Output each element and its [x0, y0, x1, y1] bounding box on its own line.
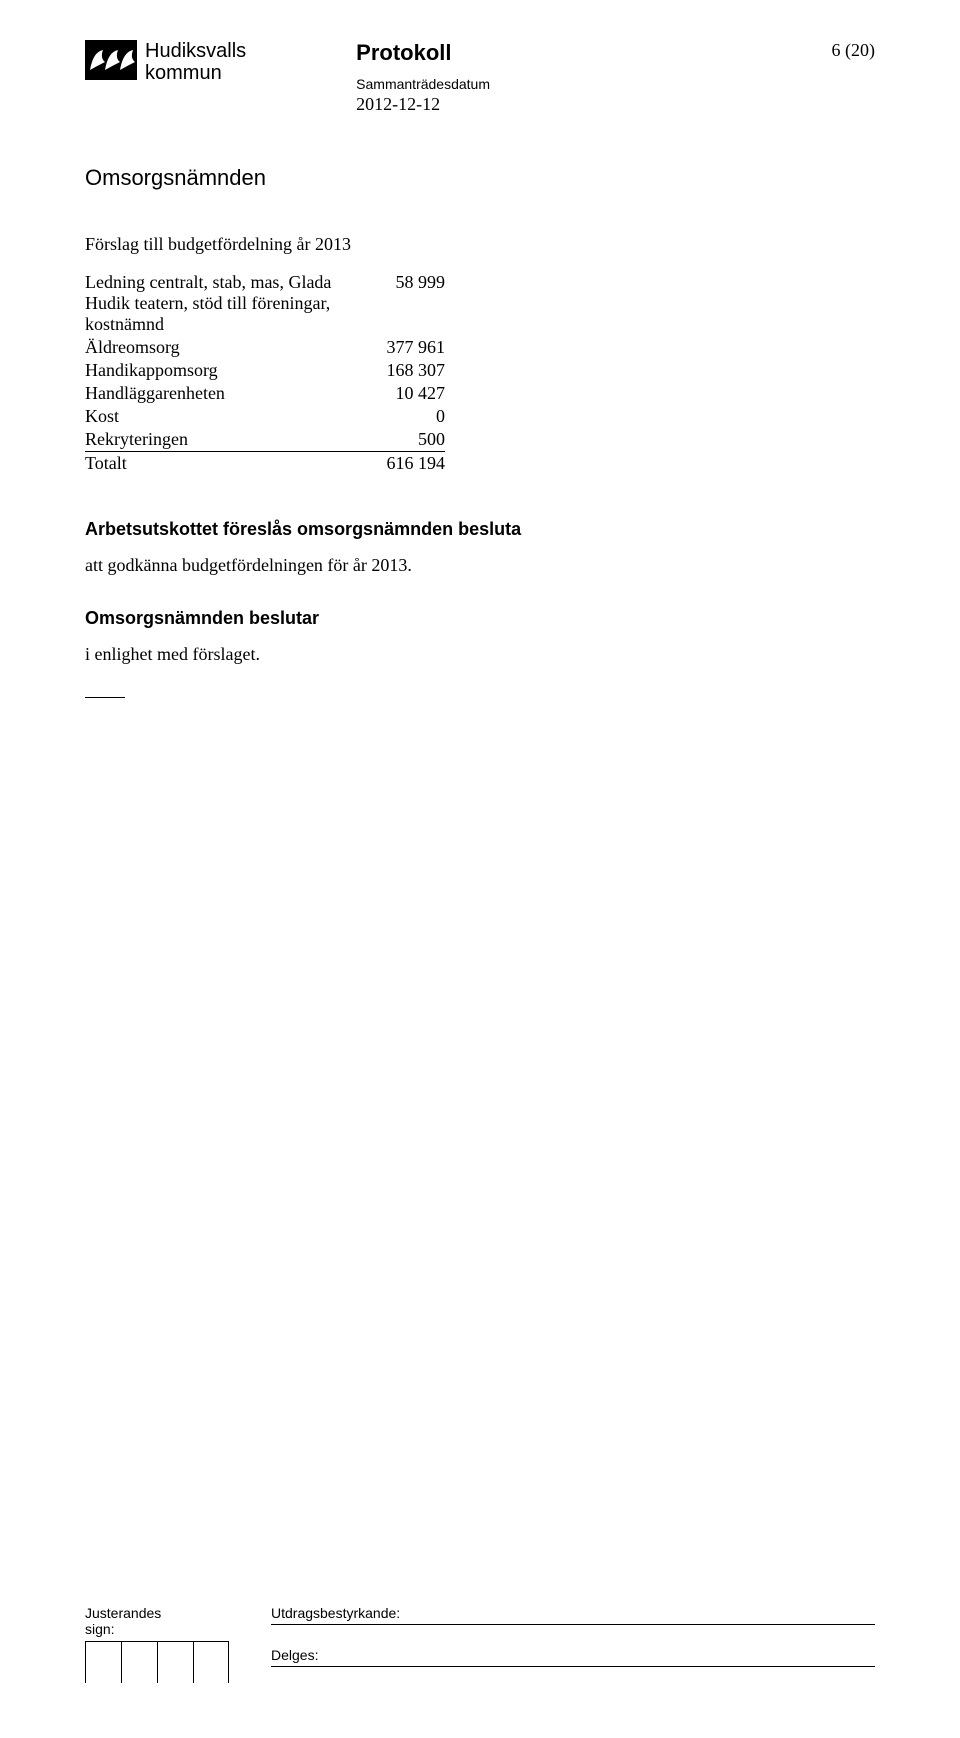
- signature-box: [193, 1641, 229, 1683]
- doc-type: Protokoll: [356, 40, 811, 66]
- org-logo-block: Hudiksvalls kommun: [85, 40, 246, 84]
- budget-row-value: 168 307: [355, 359, 445, 382]
- budget-row-label: Kost: [85, 405, 355, 428]
- budget-row-label: Ledning centralt, stab, mas, Glada Hudik…: [85, 271, 355, 336]
- decision-text: i enlighet med förslaget.: [85, 641, 875, 667]
- page: Hudiksvalls kommun Protokoll Sammanträde…: [0, 0, 960, 1738]
- page-number: 6 (20): [812, 40, 876, 61]
- signature-box: [157, 1641, 193, 1683]
- attestation-line: [271, 1624, 875, 1625]
- table-row: Handikappomsorg168 307: [85, 359, 445, 382]
- committee-title: Omsorgsnämnden: [85, 165, 875, 191]
- proposal-heading: Arbetsutskottet föreslås omsorgsnämnden …: [85, 519, 875, 540]
- proposal-block: Arbetsutskottet föreslås omsorgsnämnden …: [85, 519, 875, 578]
- header: Hudiksvalls kommun Protokoll Sammanträde…: [85, 40, 875, 115]
- signature-box: [85, 1641, 121, 1683]
- budget-row-label: Äldreomsorg: [85, 336, 355, 359]
- distribution-line: [271, 1666, 875, 1667]
- budget-row-label: Handläggarenheten: [85, 382, 355, 405]
- budget-row-value: 377 961: [355, 336, 445, 359]
- budget-table-body: Ledning centralt, stab, mas, Glada Hudik…: [85, 271, 445, 475]
- table-row: Ledning centralt, stab, mas, Glada Hudik…: [85, 271, 445, 336]
- budget-table: Ledning centralt, stab, mas, Glada Hudik…: [85, 271, 445, 475]
- section-end-rule: [85, 697, 125, 698]
- doc-heading-block: Protokoll Sammanträdesdatum 2012-12-12: [356, 40, 811, 115]
- budget-row-value: 10 427: [355, 382, 445, 405]
- org-name-line2: kommun: [145, 62, 246, 84]
- budget-row-value: 0: [355, 405, 445, 428]
- table-row: Handläggarenheten10 427: [85, 382, 445, 405]
- signature-area: Justerandes sign:: [85, 1605, 245, 1683]
- signature-label-line1: Justerandes: [85, 1605, 245, 1621]
- distribution-block: Delges:: [271, 1647, 875, 1667]
- table-row: Äldreomsorg377 961: [85, 336, 445, 359]
- budget-row-label: Rekryteringen: [85, 428, 355, 452]
- signature-boxes: [85, 1641, 245, 1683]
- org-name-line1: Hudiksvalls: [145, 40, 246, 62]
- attestation-label: Utdragsbestyrkande:: [271, 1605, 875, 1621]
- table-row: Kost0: [85, 405, 445, 428]
- signature-box: [121, 1641, 157, 1683]
- footer-right: Utdragsbestyrkande: Delges:: [271, 1605, 875, 1683]
- meeting-date-label: Sammanträdesdatum: [356, 76, 811, 92]
- budget-row-value: 58 999: [355, 271, 445, 336]
- decision-block: Omsorgsnämnden beslutar i enlighet med f…: [85, 608, 875, 667]
- proposal-text: att godkänna budgetfördelningen för år 2…: [85, 552, 875, 578]
- meeting-date: 2012-12-12: [356, 94, 811, 115]
- budget-row-label: Handikappomsorg: [85, 359, 355, 382]
- org-name: Hudiksvalls kommun: [145, 40, 246, 84]
- goat-crest-icon: [85, 40, 137, 80]
- budget-heading: Förslag till budgetfördelning år 2013: [85, 231, 875, 257]
- table-row: Totalt616 194: [85, 452, 445, 476]
- budget-row-label: Totalt: [85, 452, 355, 476]
- signature-label-line2: sign:: [85, 1621, 245, 1637]
- distribution-label: Delges:: [271, 1647, 875, 1663]
- page-footer: Justerandes sign: Utdragsbestyrkande: De…: [85, 1605, 875, 1683]
- budget-row-value: 500: [355, 428, 445, 452]
- decision-heading: Omsorgsnämnden beslutar: [85, 608, 875, 629]
- table-row: Rekryteringen500: [85, 428, 445, 452]
- budget-row-value: 616 194: [355, 452, 445, 476]
- attestation-block: Utdragsbestyrkande:: [271, 1605, 875, 1625]
